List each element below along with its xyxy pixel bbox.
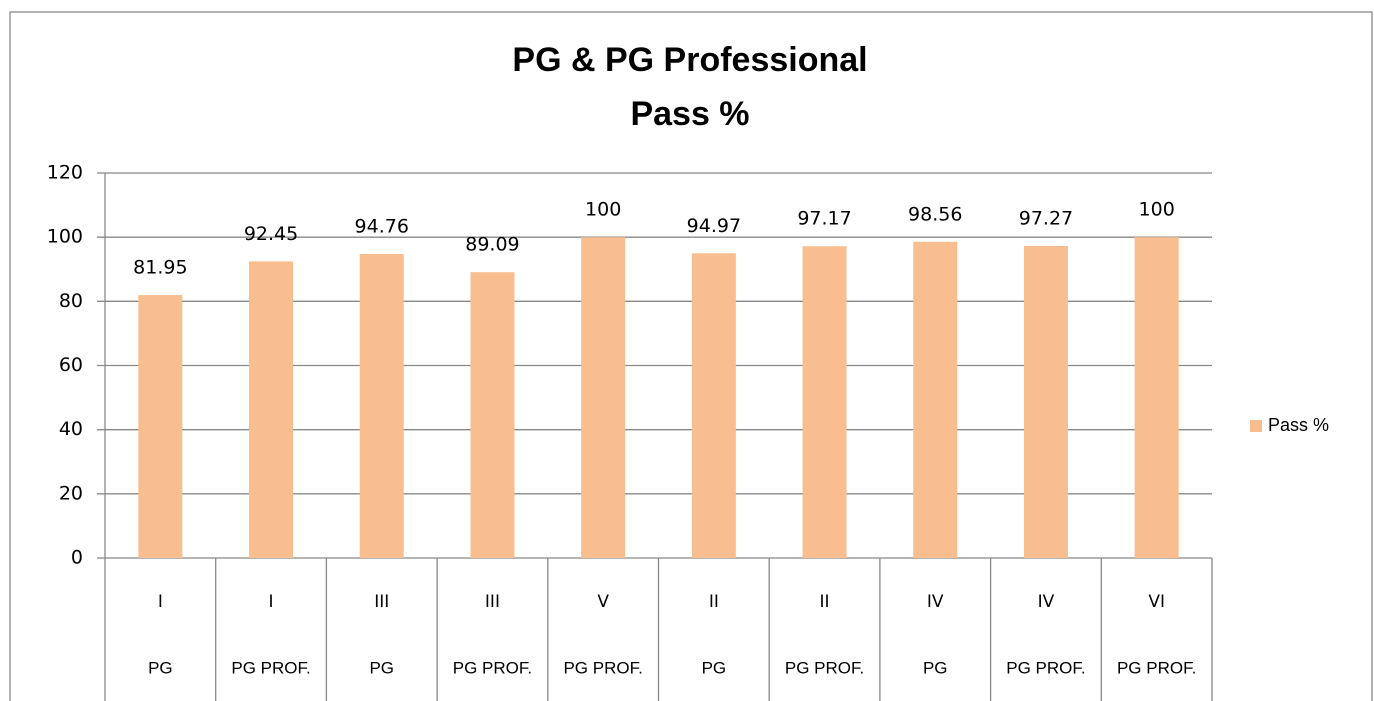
data-label: 89.09 [465, 234, 519, 256]
x-group-label: PG PROF. [1117, 658, 1196, 677]
y-tick-label: 80 [59, 290, 83, 312]
legend-label: Pass % [1268, 415, 1329, 435]
bar [1134, 237, 1179, 558]
bar [249, 261, 294, 558]
x-tick-label: IV [1038, 592, 1055, 612]
bar [581, 237, 626, 558]
x-tick-label: II [709, 592, 719, 612]
y-tick-label: 20 [59, 482, 83, 504]
x-group-label: PG [923, 658, 948, 677]
x-group-label: PG PROF. [231, 658, 310, 677]
x-group-label: PG PROF. [453, 658, 532, 677]
data-label: 98.56 [908, 203, 962, 225]
legend-swatch [1250, 420, 1262, 432]
x-tick-label: I [158, 592, 163, 612]
y-tick-label: 0 [71, 547, 83, 569]
x-tick-label: VI [1148, 592, 1165, 612]
chart-title: PG & PG Professional [512, 41, 867, 79]
bar [691, 253, 736, 559]
bar [470, 272, 515, 558]
chart-title: Pass % [630, 95, 749, 133]
data-label: 92.45 [244, 223, 298, 245]
x-group-label: PG [369, 658, 394, 677]
data-label: 94.76 [355, 215, 409, 237]
data-label: 81.95 [133, 257, 187, 279]
x-tick-label: II [820, 592, 830, 612]
x-tick-label: III [485, 592, 500, 612]
y-tick-label: 120 [47, 162, 83, 184]
bar [359, 253, 404, 558]
data-label: 100 [1139, 199, 1175, 221]
data-label: 94.97 [687, 215, 741, 237]
bar [802, 246, 847, 558]
x-tick-label: III [374, 592, 389, 612]
bar [138, 295, 183, 558]
x-group-label: PG [702, 658, 727, 677]
x-group-label: PG PROF. [1006, 658, 1085, 677]
data-label: 97.27 [1019, 207, 1073, 229]
x-group-label: PG PROF. [563, 658, 642, 677]
x-group-label: PG [148, 658, 173, 677]
x-tick-label: IV [927, 592, 944, 612]
bar [1023, 245, 1068, 558]
data-label: 100 [585, 199, 621, 221]
y-tick-label: 60 [59, 354, 83, 376]
data-label: 97.17 [797, 208, 851, 230]
bar [913, 241, 958, 558]
y-tick-label: 100 [47, 226, 83, 248]
x-tick-label: V [597, 592, 609, 612]
y-tick-label: 40 [59, 418, 83, 440]
x-group-label: PG PROF. [785, 658, 864, 677]
x-tick-label: I [269, 592, 274, 612]
